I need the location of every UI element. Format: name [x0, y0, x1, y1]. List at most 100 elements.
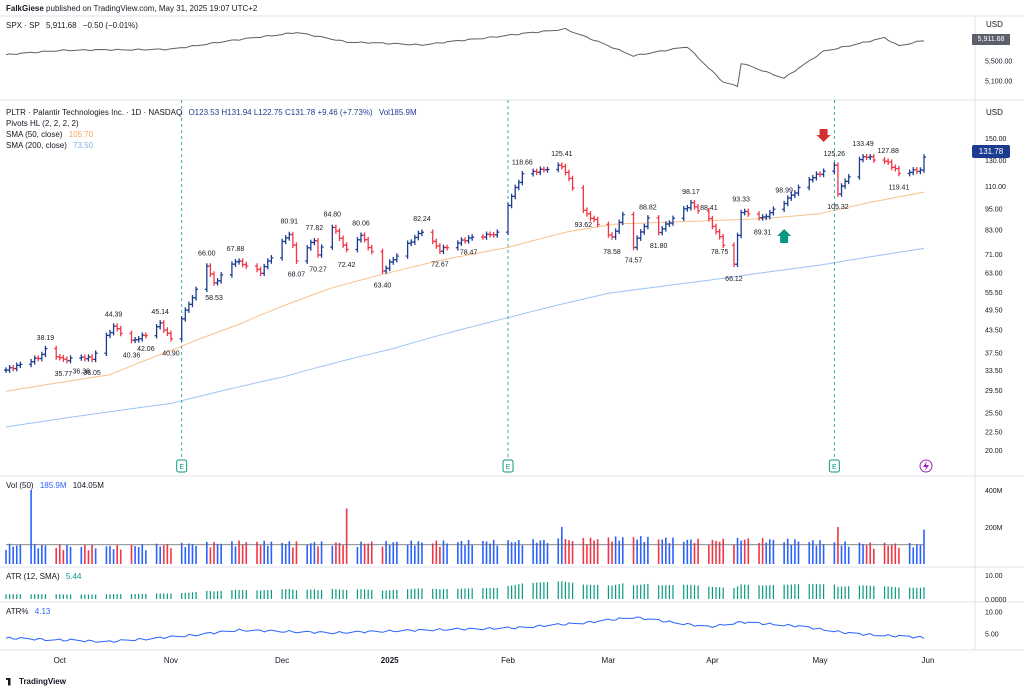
ohlc-bar [495, 229, 500, 238]
volume-bar [822, 544, 825, 564]
atr-bar [840, 586, 843, 599]
price-tick-label: 55.50 [985, 290, 1003, 297]
atr-bar [446, 588, 448, 599]
x-tick-label: Feb [501, 656, 515, 665]
ohlc-bar [154, 323, 159, 339]
volume-value: Vol185.9M [378, 108, 417, 117]
volume-bar [833, 542, 836, 564]
pivot-label: 44.39 [105, 312, 123, 319]
volume-pane[interactable] [5, 490, 925, 564]
volume-bar [894, 543, 897, 564]
atr-bar [335, 589, 337, 599]
ohlc-bar [835, 162, 840, 197]
ohlc-bar [280, 238, 285, 261]
atr-bar [234, 589, 237, 599]
atr-bar [615, 584, 617, 599]
atr-bar [59, 594, 61, 599]
atr-bar [231, 590, 233, 599]
atr-bar [392, 589, 394, 599]
ohlc-bar [430, 229, 435, 245]
volume-bar [159, 546, 161, 564]
ohlc-bar [846, 174, 851, 185]
atr-bar [356, 589, 359, 599]
atr-bar [170, 593, 172, 599]
atr-bar [34, 594, 36, 599]
ohlc-bar [889, 159, 894, 171]
volume-bar [521, 545, 524, 564]
ohlc-bar [219, 272, 224, 284]
ohlc-bar [911, 167, 916, 176]
ohlc-bar [416, 230, 421, 241]
atr-bar [285, 589, 287, 599]
atr-bar [668, 585, 670, 599]
buy-arrow-icon [777, 229, 792, 243]
atr-bar [95, 594, 97, 599]
ohlc-bar [907, 169, 912, 177]
volume-bar [370, 541, 373, 564]
volume-bar [288, 541, 291, 564]
ohlc-bar [161, 320, 166, 333]
atr-bar [306, 589, 308, 599]
atr-bar [87, 594, 90, 599]
atr-bar [206, 590, 208, 599]
ohlc-bar [29, 358, 34, 368]
volume-bar [815, 545, 818, 564]
ohlc-bar [696, 204, 701, 214]
ohlc-bar [534, 168, 539, 176]
ohlc-bar [620, 211, 625, 226]
ohlc-bar [893, 164, 898, 172]
atr-bar [536, 582, 538, 599]
atr-bar [407, 589, 409, 599]
ohlc-bar [434, 238, 439, 249]
price-tick-label: 49.50 [985, 308, 1003, 315]
atr-pane[interactable] [5, 581, 925, 599]
volume-bar [41, 545, 43, 564]
pivot-label: 88.41 [700, 205, 718, 212]
atr-percent-pane[interactable] [5, 616, 925, 643]
volume-bar [571, 541, 574, 564]
pivot-label: 82.24 [413, 216, 431, 223]
atr-bar [919, 587, 922, 599]
ohlc-bar [739, 209, 744, 239]
atrp-tick-label: 5.00 [985, 632, 999, 639]
atr-bar [55, 594, 57, 599]
ohlc-bar [843, 178, 848, 189]
volume-bar [396, 541, 398, 564]
ohlc-bar [215, 278, 220, 286]
spx-pane[interactable] [5, 27, 925, 88]
volume-bar [91, 544, 93, 564]
ohlc-bar [61, 354, 66, 362]
volume-bar [758, 542, 760, 564]
volume-bar [170, 548, 172, 564]
atr-bar [439, 589, 441, 599]
pivot-label: 80.91 [281, 219, 299, 226]
atr-bar [5, 594, 7, 599]
ohlc-bar [617, 219, 622, 234]
atr-bar [213, 591, 215, 599]
atr-bar [518, 584, 520, 599]
volume-label: Vol (50) [6, 481, 34, 490]
footer-brand[interactable]: TradingView [6, 677, 66, 686]
volume-bar [697, 538, 699, 564]
volume-bar [708, 544, 710, 564]
atr-bar [493, 587, 495, 599]
ohlc-bar [107, 329, 112, 339]
volume-bar [869, 542, 872, 564]
ohlc-bar [556, 162, 561, 173]
volume-bar [188, 543, 190, 564]
ohlc-bar [670, 215, 675, 226]
atr-bar [260, 590, 262, 599]
volume-bar [761, 538, 764, 564]
atr-bar [256, 590, 258, 599]
volume-bar [363, 543, 366, 564]
ohlc-bar [581, 185, 586, 214]
atr-bar [736, 586, 739, 599]
ohlc-bar [333, 224, 338, 234]
atr-bar [467, 588, 470, 599]
volume-bar [510, 542, 513, 564]
atr-bar [561, 581, 563, 599]
atr-bar [181, 592, 183, 599]
atr-bar [12, 594, 14, 599]
